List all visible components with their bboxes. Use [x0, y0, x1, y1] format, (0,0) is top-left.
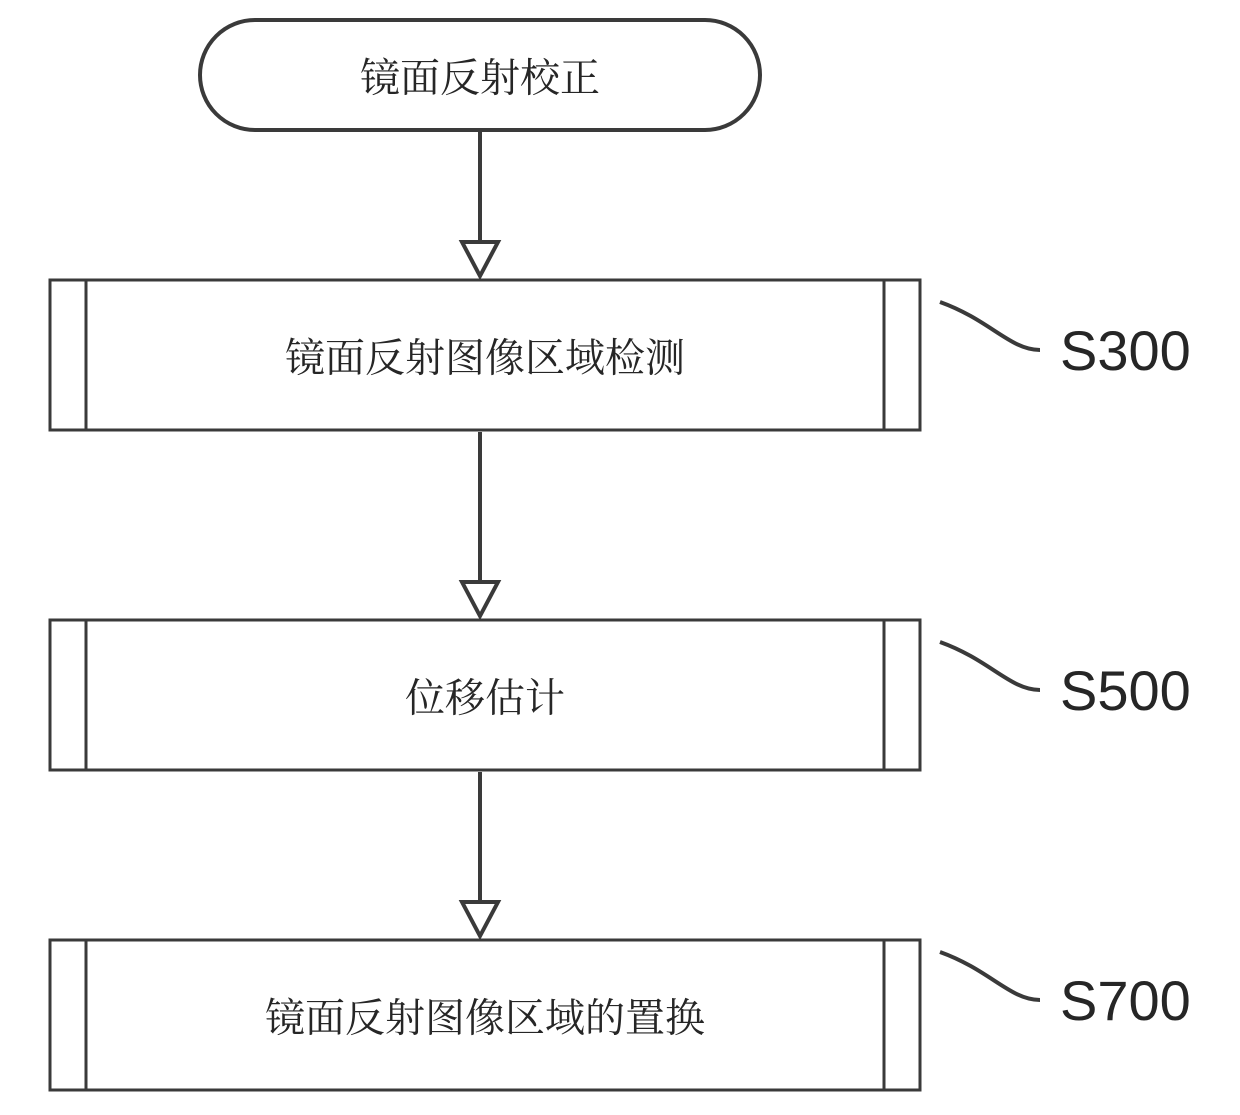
- start-terminator-label: 镜面反射校正: [360, 47, 600, 104]
- process-box-s700-label: 镜面反射图像区域的置换: [265, 987, 705, 1044]
- process-box-s500-label: 位移估计: [405, 667, 565, 724]
- arrow-2-head: [462, 902, 498, 936]
- step-label-s700: S700: [1060, 969, 1191, 1032]
- step-label-s300: S300: [1060, 319, 1191, 382]
- step-label-s500: S500: [1060, 659, 1191, 722]
- label-leader-s700: [940, 952, 1040, 1000]
- flowchart-diagram: 镜面反射校正镜面反射图像区域检测位移估计镜面反射图像区域的置换 S300 S500 S…: [0, 0, 1240, 1115]
- label-leader-s300: [940, 302, 1040, 350]
- process-box-s300-label: 镜面反射图像区域检测: [285, 327, 685, 384]
- arrow-0-head: [462, 242, 498, 276]
- label-leader-s500: [940, 642, 1040, 690]
- arrow-1-head: [462, 582, 498, 616]
